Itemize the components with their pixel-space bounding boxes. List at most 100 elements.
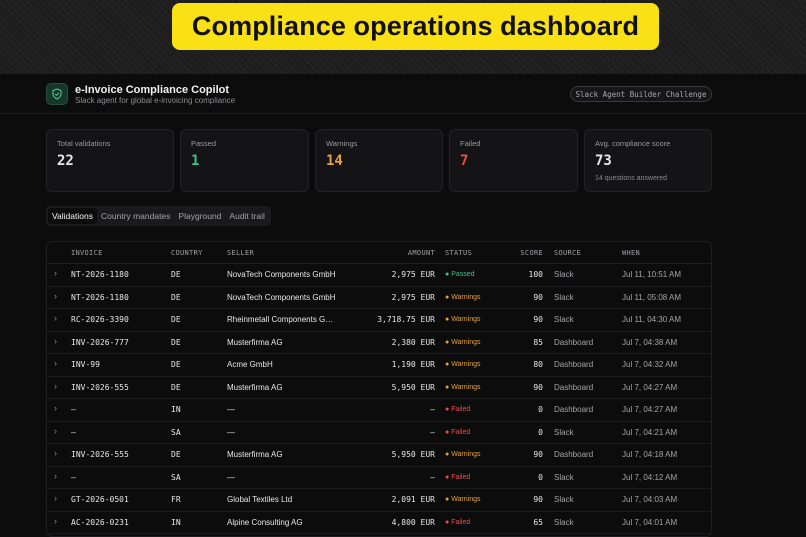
col-amount[interactable]: AMOUNT [407, 249, 435, 257]
country-code: DE [171, 450, 181, 459]
table-row[interactable]: › RC-2026-3390 DE Rheinmetall Components G…… [47, 309, 711, 332]
col-score[interactable]: SCORE [520, 249, 543, 257]
amount: — [430, 405, 435, 414]
table-header: INVOICE COUNTRY SELLER AMOUNT STATUS SCO… [47, 242, 711, 264]
country-code: DE [171, 270, 181, 279]
col-when[interactable]: WHEN [622, 249, 641, 257]
col-country[interactable]: COUNTRY [171, 249, 203, 257]
source: Dashboard [554, 382, 594, 392]
score: 90 [533, 315, 543, 324]
source: Dashboard [554, 405, 594, 414]
country-code: SA [171, 427, 181, 437]
source: Slack [554, 472, 574, 482]
invoice-id: INV-2026-555 [71, 382, 129, 392]
expand-chevron-icon[interactable]: › [54, 515, 57, 526]
tab-audit-trail[interactable]: Audit trail [229, 211, 265, 221]
status-badge: ● Warnings [445, 496, 481, 503]
status-badge: ● Warnings [445, 384, 481, 391]
invoice-id: — [71, 472, 76, 482]
stat-label: Total validations [57, 139, 111, 148]
status-dot-icon: ● [445, 496, 452, 503]
amount: 5,950 EUR [391, 450, 435, 459]
table-row[interactable]: › — IN — — ● Failed 0 Dashboard Jul 7, 04:27 AM [47, 399, 711, 422]
validations-table: INVOICE COUNTRY SELLER AMOUNT STATUS SCO… [46, 241, 712, 537]
status-dot-icon: ● [445, 361, 452, 368]
score: 90 [533, 495, 543, 504]
status-dot-icon: ● [445, 428, 452, 436]
table-row[interactable]: › NT-2026-1180 DE NovaTech Components GmbH 2… [47, 264, 711, 287]
col-source[interactable]: SOURCE [554, 249, 582, 257]
expand-chevron-icon[interactable]: › [54, 358, 57, 368]
amount: 2,380 EUR [391, 337, 435, 347]
source: Slack [554, 517, 574, 527]
status-badge: ● Passed [445, 271, 475, 278]
col-invoice[interactable]: INVOICE [71, 249, 103, 257]
expand-chevron-icon[interactable]: › [54, 493, 57, 503]
seller-name: Musterfirma AG [227, 337, 283, 347]
status-dot-icon: ● [445, 383, 452, 391]
stat-label: Passed [191, 139, 217, 148]
tab-validations[interactable]: Validations [48, 208, 97, 224]
table-row[interactable]: › GT-2026-0501 FR Global Textiles Ltd 2,091 … [47, 489, 711, 512]
amount: 2,975 EUR [391, 270, 435, 279]
status-label: Warnings [451, 383, 481, 391]
expand-chevron-icon[interactable]: › [54, 448, 57, 458]
status-dot-icon: ● [445, 338, 452, 346]
seller-name: — [227, 472, 235, 482]
expand-chevron-icon[interactable]: › [54, 335, 57, 346]
status-dot-icon: ● [445, 406, 452, 413]
table-row[interactable]: › — SA — — ● Failed 0 Slack Jul 7, 04:12 AM [47, 467, 711, 489]
expand-chevron-icon[interactable]: › [54, 268, 57, 278]
col-status[interactable]: STATUS [445, 249, 473, 257]
timestamp: Jul 11, 04:30 AM [622, 315, 681, 324]
invoice-id: INV-99 [71, 360, 100, 369]
table-row[interactable]: › INV-2026-555 DE Musterfirma AG 5,950 EUR ● … [47, 444, 711, 467]
timestamp: Jul 7, 04:18 AM [622, 450, 678, 459]
score: 80 [533, 360, 543, 369]
source: Slack [554, 427, 574, 437]
country-code: DE [171, 360, 181, 369]
table-row[interactable]: › — SA — — ● Failed 0 Slack Jul 7, 04:21 AM [47, 422, 711, 444]
tab-country-mandates[interactable]: Country mandates [100, 211, 171, 221]
expand-chevron-icon[interactable]: › [54, 425, 57, 436]
table-row[interactable]: › INV-99 DE Acme GmbH 1,190 EUR ● Warnings 80 D… [47, 354, 711, 377]
country-code: DE [171, 292, 181, 302]
expand-chevron-icon[interactable]: › [54, 403, 57, 413]
stat-value: 1 [191, 153, 200, 169]
invoice-id: GT-2026-0501 [71, 495, 129, 504]
status-dot-icon: ● [445, 316, 452, 323]
table-row[interactable]: › NT-2026-1180 DE NovaTech Components GmbH 2… [47, 287, 711, 309]
status-badge: ● Failed [445, 474, 470, 481]
country-code: DE [171, 337, 181, 347]
expand-chevron-icon[interactable]: › [54, 470, 57, 481]
status-dot-icon: ● [445, 451, 452, 458]
seller-name: — [227, 427, 235, 437]
expand-chevron-icon[interactable]: › [54, 313, 57, 323]
stat-card-warnings: Warnings 14 [315, 129, 443, 192]
table-row[interactable]: › INV-2026-555 DE Musterfirma AG 5,950 EUR ● … [47, 377, 711, 399]
seller-name: Musterfirma AG [227, 382, 283, 392]
invoice-id: INV-2026-777 [71, 337, 129, 347]
seller-name: Global Textiles Ltd [227, 495, 293, 504]
stat-card-passed: Passed 1 [180, 129, 309, 192]
challenge-badge[interactable]: Slack Agent Builder Challenge [570, 86, 712, 102]
seller-name: Musterfirma AG [227, 450, 283, 459]
source: Dashboard [554, 360, 594, 369]
timestamp: Jul 11, 05:08 AM [622, 292, 681, 302]
expand-chevron-icon[interactable]: › [54, 290, 57, 301]
table-row[interactable]: › INV-2026-777 DE Musterfirma AG 2,380 EUR ● … [47, 332, 711, 354]
status-label: Warnings [451, 451, 481, 458]
stat-label: Avg. compliance score [595, 139, 671, 148]
status-label: Warnings [451, 496, 481, 503]
col-seller[interactable]: SELLER [227, 249, 255, 257]
amount: — [430, 427, 435, 437]
tab-playground[interactable]: Playground [178, 211, 222, 221]
source: Slack [554, 495, 574, 504]
expand-chevron-icon[interactable]: › [54, 380, 57, 391]
country-code: IN [171, 405, 181, 414]
stat-value: 14 [326, 153, 343, 169]
table-row[interactable]: › AC-2026-0231 IN Alpine Consulting AG 4,800… [47, 512, 711, 534]
amount: 2,091 EUR [391, 495, 435, 504]
page-banner-title: Compliance operations dashboard [172, 3, 659, 50]
status-label: Warnings [451, 338, 481, 346]
